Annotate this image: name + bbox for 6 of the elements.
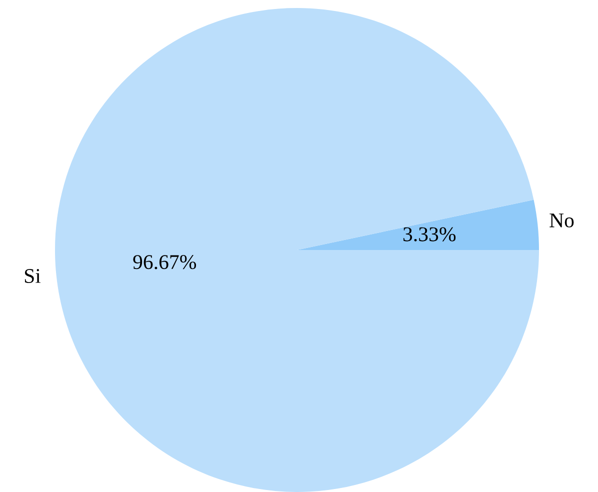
pie-slice — [297, 200, 539, 250]
slice-label: Si — [24, 269, 41, 284]
pie-slice — [55, 8, 539, 492]
data-label: 3.33% — [403, 227, 456, 242]
slice-label: No — [550, 214, 574, 228]
data-label: 96.67% — [133, 255, 196, 270]
